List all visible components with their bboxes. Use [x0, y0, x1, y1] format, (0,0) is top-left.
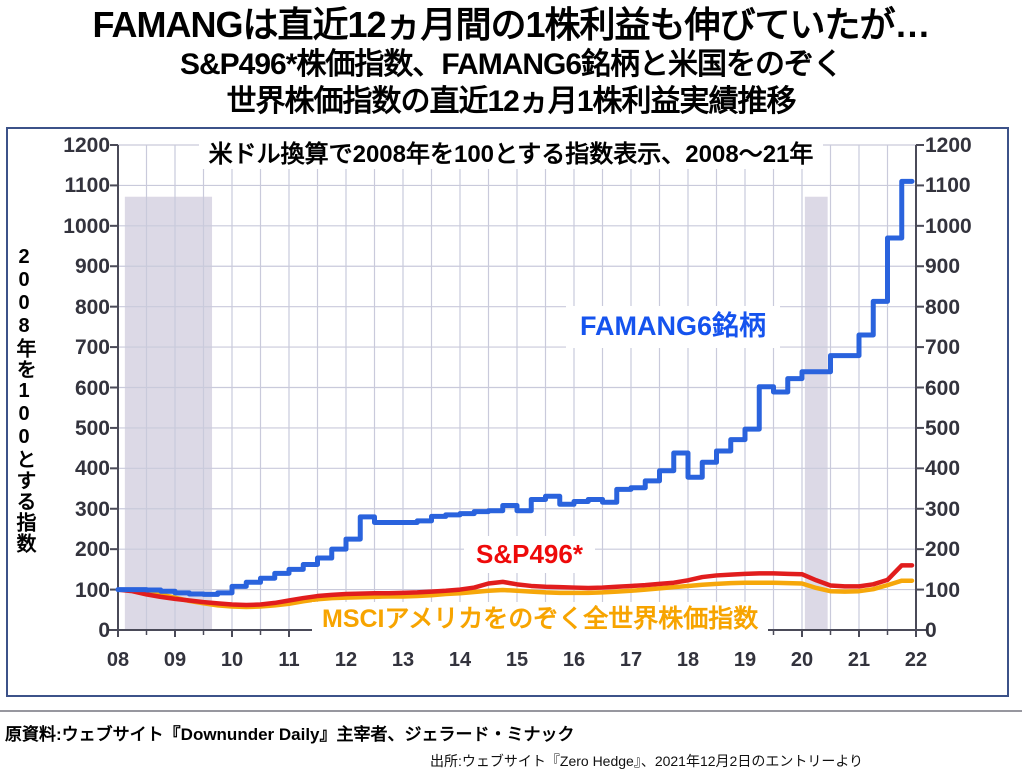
source-primary: 原資料:ウェブサイト『Downunder Daily』主宰者、ジェラード・ミナッ…: [5, 725, 575, 744]
y-axis-label-left: 900: [74, 255, 110, 279]
x-axis-label: 10: [220, 649, 244, 671]
x-axis-label: 08: [106, 649, 130, 671]
y-axis-label-left: 800: [74, 295, 110, 319]
y-axis-label-right: 0: [925, 619, 937, 642]
y-axis-label-right: 1100: [925, 174, 971, 198]
page-subtitle-line2: 世界株価指数の直近12ヵ月1株利益実績推移: [226, 84, 796, 118]
y-axis-label-right: 500: [925, 416, 961, 440]
y-axis-label-left: 300: [74, 497, 110, 521]
x-axis-label: 11: [278, 649, 300, 671]
x-axis-label: 20: [790, 649, 814, 671]
x-axis-label: 12: [334, 649, 358, 671]
x-axis-label: 17: [619, 649, 643, 671]
x-axis-label: 22: [904, 649, 928, 671]
y-axis-label-right: 900: [925, 255, 961, 279]
y-axis-label-left: 200: [74, 538, 110, 562]
y-axis-label-left: 0: [98, 619, 110, 642]
x-axis-label: 15: [505, 649, 529, 671]
page-subtitle-line1: S&P496*株価指数、FAMANG6銘柄と米国をのぞく: [179, 48, 843, 81]
y-axis-label-left: 1200: [63, 134, 110, 157]
source-secondary: 出所:ウェブサイト『Zero Hedge』、2021年12月2日のエントリーより: [430, 753, 864, 769]
legend-msci: MSCIアメリカをのぞく全世界株価指数: [312, 602, 769, 638]
y-axis-label-right: 800: [925, 295, 961, 319]
x-axis-label: 21: [847, 649, 871, 671]
y-axis-label-right: 700: [925, 336, 961, 360]
y-axis-label-right: 300: [925, 497, 961, 521]
x-axis-label: 19: [733, 649, 757, 671]
y-axis-label-left: 500: [74, 416, 110, 440]
x-axis-label: 16: [562, 649, 586, 671]
x-axis-label: 13: [391, 649, 415, 671]
x-axis-label: 09: [163, 649, 187, 671]
y-axis-label-right: 1000: [925, 214, 972, 238]
series-line-0: [115, 178, 915, 597]
y-axis-label-left: 700: [74, 336, 110, 360]
y-axis-label-right: 1200: [925, 134, 972, 157]
series-line-1: [115, 563, 915, 608]
y-axis-label-right: 200: [925, 538, 961, 562]
y-axis-title: 2008年を100とする指数: [10, 246, 39, 606]
y-axis-label-right: 400: [925, 457, 961, 481]
y-axis-label-left: 1100: [64, 174, 110, 198]
chart-inner-subtitle: 米ドル換算で2008年を100とする指数表示、2008〜21年: [0, 134, 1022, 169]
recession-band: [124, 196, 213, 630]
y-axis-label-left: 400: [74, 457, 110, 481]
y-axis-label-right: 600: [925, 376, 961, 400]
y-axis-label-right: 100: [925, 578, 961, 602]
legend-famang: FAMANG6銘柄: [566, 306, 781, 348]
y-axis-label-left: 600: [74, 376, 110, 400]
recession-band: [804, 196, 828, 630]
x-axis-label: 14: [448, 649, 472, 671]
footer-divider: [0, 710, 1022, 712]
y-axis-label-left: 100: [74, 578, 110, 602]
x-axis-label: 18: [676, 649, 700, 671]
legend-sp496: S&P496*: [464, 536, 595, 573]
y-axis-label-left: 1000: [63, 214, 110, 238]
title-block: FAMANGは直近12ヵ月間の1株利益も伸びていたが… S&P496*株価指数、…: [0, 2, 1022, 120]
page-title: FAMANGは直近12ヵ月間の1株利益も伸びていたが…: [92, 4, 930, 45]
